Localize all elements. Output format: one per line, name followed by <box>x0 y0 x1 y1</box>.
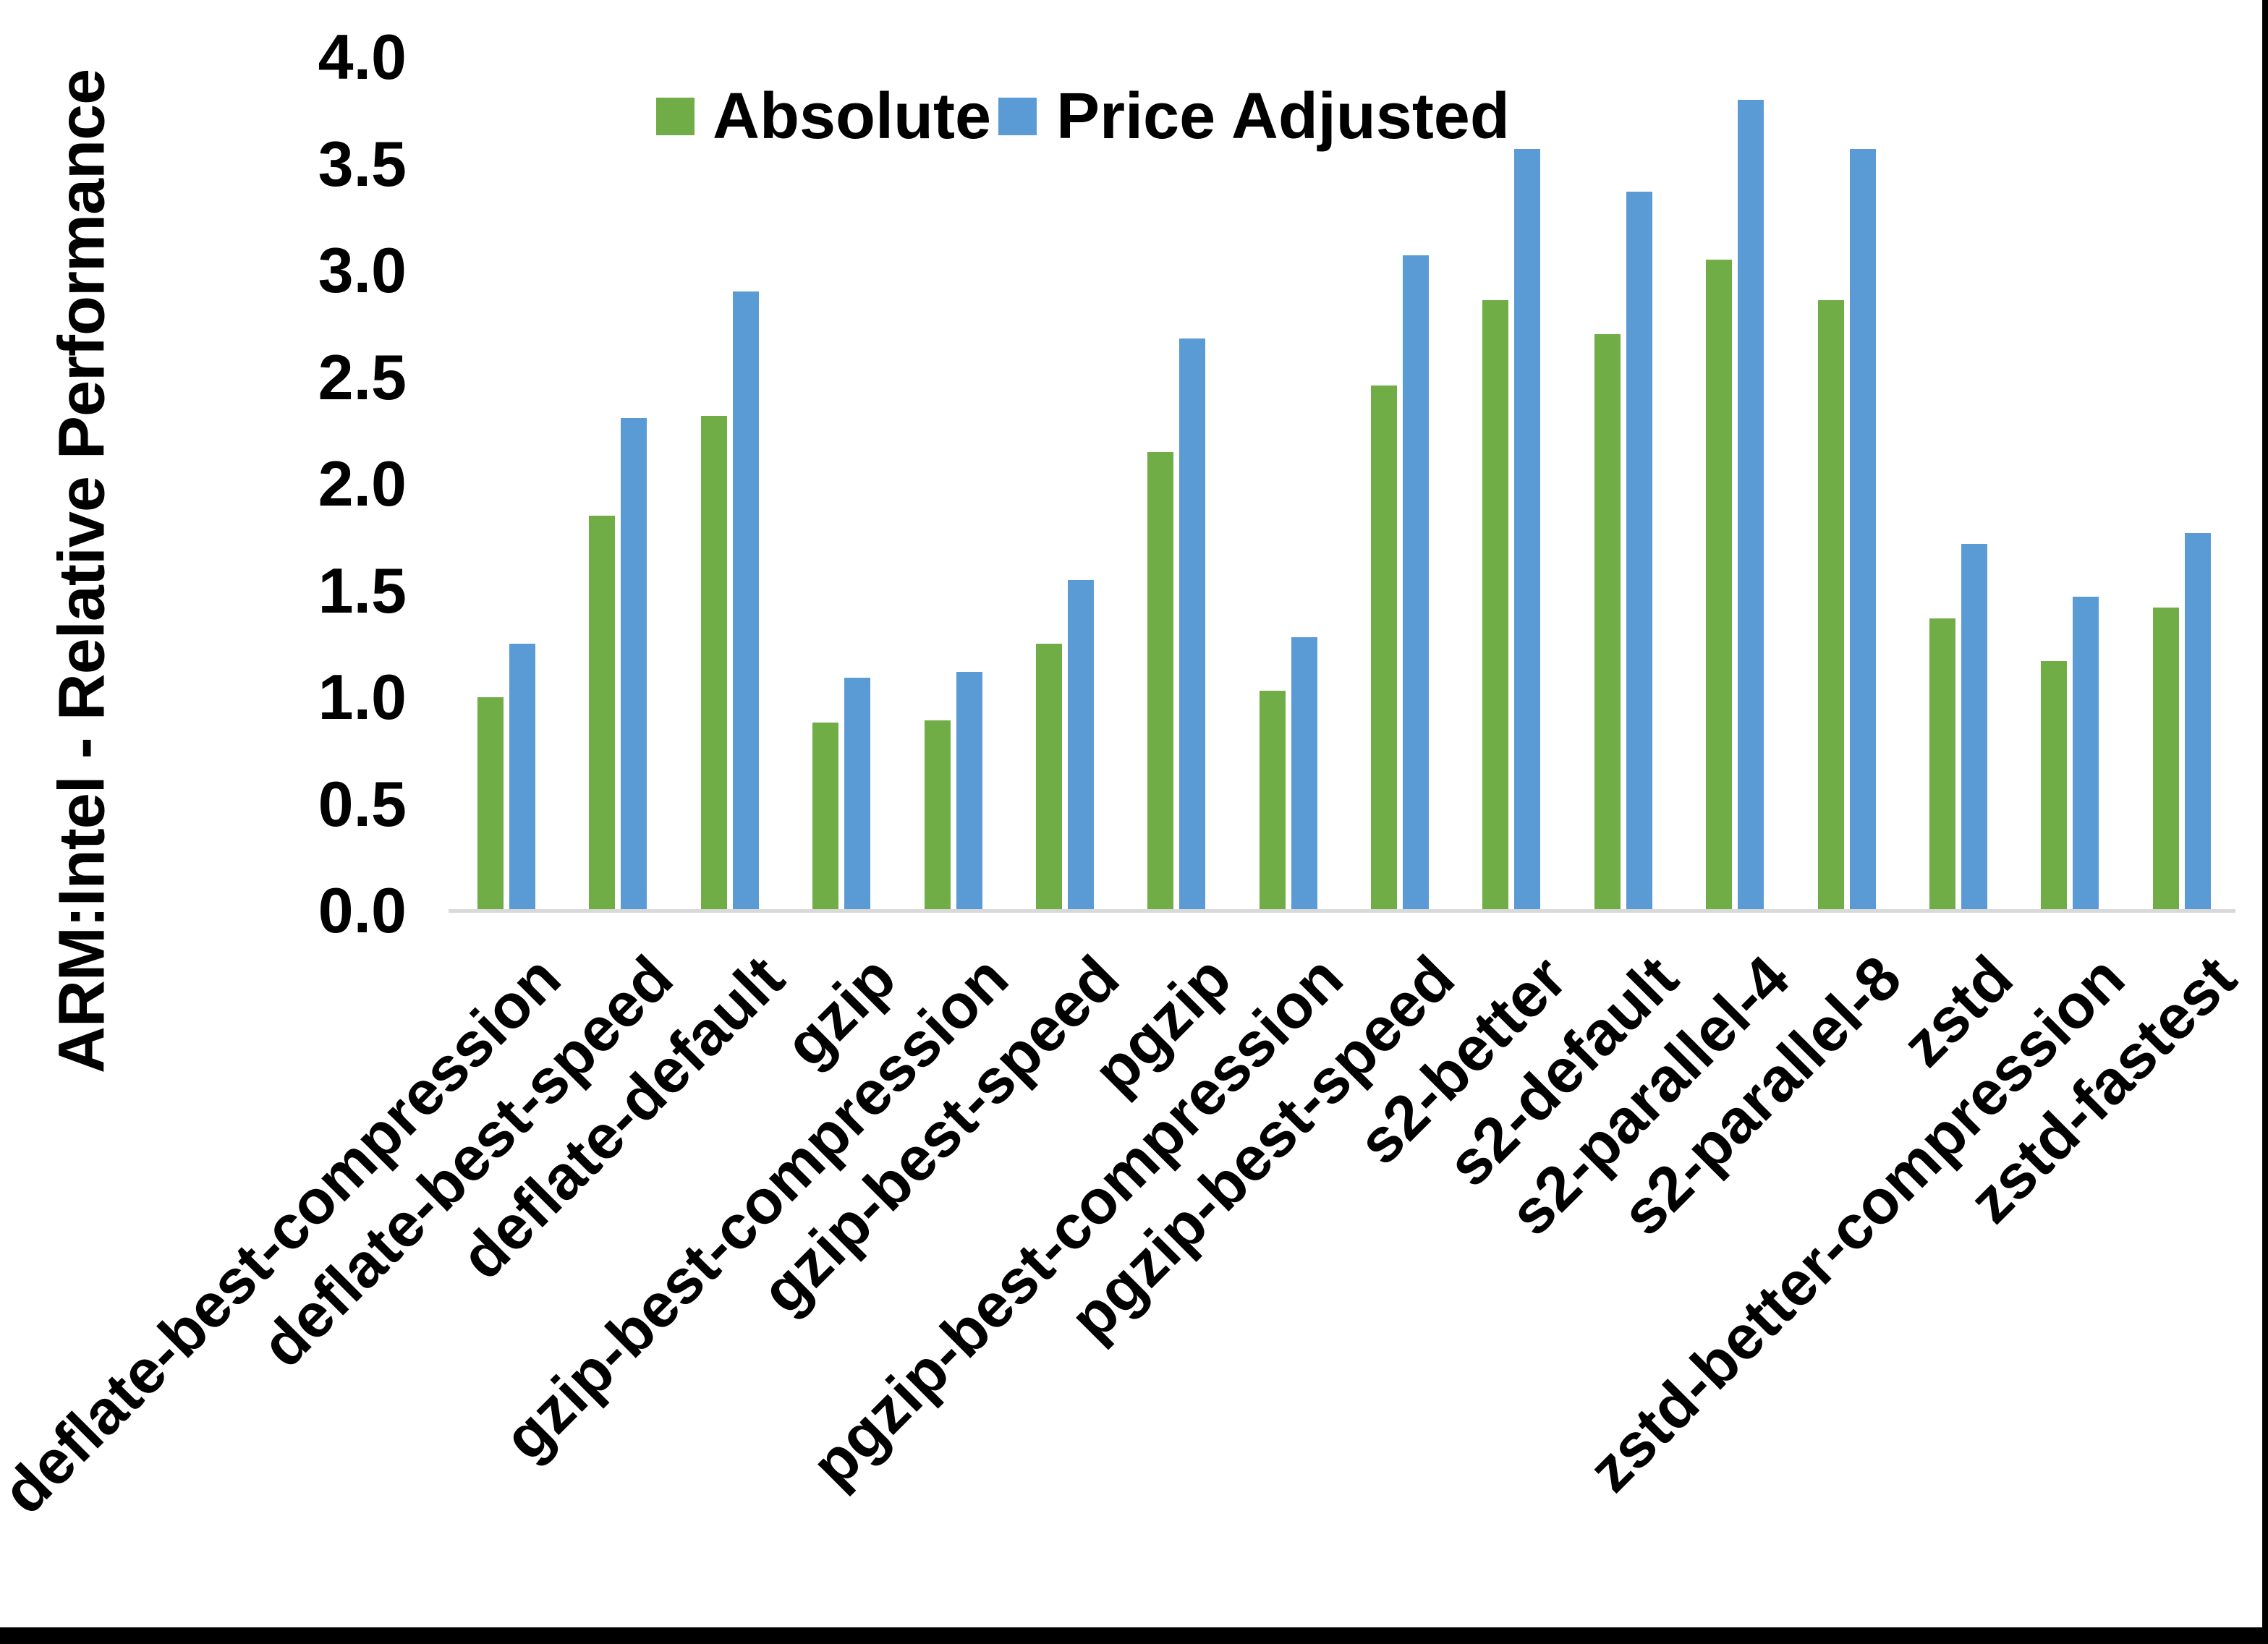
bar-absolute-s2-parallel-4 <box>1706 260 1732 911</box>
legend-label-absolute: Absolute <box>713 80 992 153</box>
bar-absolute-gzip-best-compression <box>925 720 951 911</box>
bar-price-adjusted-gzip-best-compression <box>956 672 982 911</box>
bar-price-adjusted-deflate-best-speed <box>621 418 647 911</box>
bar-absolute-gzip <box>812 723 838 911</box>
y-tick-label-3.5: 3.5 <box>318 127 407 200</box>
bar-absolute-zstd-better-compression <box>2041 661 2067 911</box>
y-tick-label-0.0: 0.0 <box>318 874 407 946</box>
bar-price-adjusted-s2-better <box>1514 149 1540 911</box>
bar-absolute-zstd-fastest <box>2153 608 2179 911</box>
bar-price-adjusted-pgzip-best-compression <box>1291 637 1317 911</box>
bar-price-adjusted-s2-default <box>1626 192 1652 911</box>
bar-price-adjusted-zstd <box>1961 544 1987 911</box>
y-tick-label-0.5: 0.5 <box>318 767 407 840</box>
bar-price-adjusted-pgzip <box>1179 338 1205 911</box>
bar-price-adjusted-deflate-default <box>733 291 759 911</box>
window-border-bottom <box>0 1627 2268 1644</box>
y-tick-label-3.0: 3.0 <box>318 234 407 306</box>
y-tick-label-4.0: 4.0 <box>318 21 407 93</box>
bar-absolute-gzip-best-speed <box>1036 644 1062 911</box>
bar-price-adjusted-s2-parallel-4 <box>1738 100 1764 911</box>
y-tick-label-1.5: 1.5 <box>318 554 407 626</box>
bar-price-adjusted-gzip <box>844 678 870 911</box>
bar-absolute-s2-parallel-8 <box>1818 300 1844 911</box>
bar-absolute-zstd <box>1929 618 1955 911</box>
bar-price-adjusted-gzip-best-speed <box>1068 580 1094 911</box>
bar-absolute-pgzip <box>1147 452 1173 911</box>
bar-absolute-pgzip-best-speed <box>1371 386 1397 911</box>
bar-price-adjusted-zstd-better-compression <box>2073 597 2099 911</box>
bar-price-adjusted-zstd-fastest <box>2185 533 2211 911</box>
y-tick-label-1.0: 1.0 <box>318 661 407 733</box>
bar-price-adjusted-pgzip-best-speed <box>1403 255 1429 911</box>
x-axis-line <box>449 909 2235 913</box>
bar-absolute-deflate-best-compression <box>477 697 504 911</box>
y-axis-title: ARM:Intel - Relative Performance <box>46 69 119 1074</box>
bar-absolute-deflate-best-speed <box>589 516 615 911</box>
bar-absolute-pgzip-best-compression <box>1260 691 1286 911</box>
y-tick-label-2.0: 2.0 <box>318 448 407 519</box>
legend-swatch-absolute <box>656 98 695 135</box>
legend-swatch-price-adjusted <box>998 98 1037 135</box>
bar-price-adjusted-deflate-best-compression <box>509 644 535 911</box>
bar-absolute-deflate-default <box>701 416 727 911</box>
window-border-right <box>2262 0 2268 1644</box>
bar-absolute-s2-default <box>1594 334 1621 911</box>
legend-label-price-adjusted: Price Adjusted <box>1056 80 1510 153</box>
bar-price-adjusted-s2-parallel-8 <box>1850 149 1876 911</box>
y-tick-label-2.5: 2.5 <box>318 341 407 413</box>
bar-absolute-s2-better <box>1482 300 1508 911</box>
